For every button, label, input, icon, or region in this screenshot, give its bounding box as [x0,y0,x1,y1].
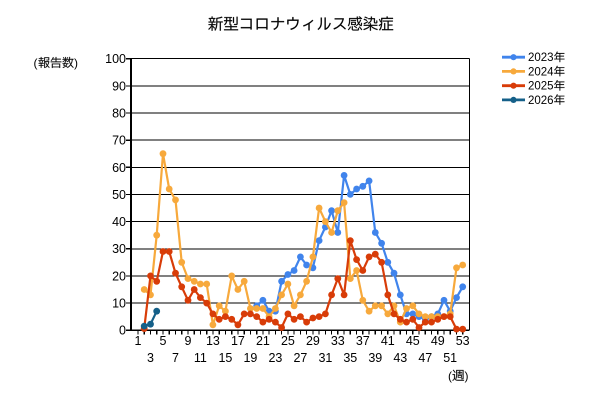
svg-text:(: ( [448,369,452,383]
svg-text:): ) [74,56,78,70]
svg-text:53: 53 [456,334,470,348]
svg-text:37: 37 [356,334,370,348]
svg-text:5: 5 [160,334,167,348]
svg-text:49: 49 [431,334,445,348]
svg-text:0: 0 [119,324,126,338]
svg-text:(: ( [34,56,38,70]
svg-text:3: 3 [147,351,154,365]
svg-text:17: 17 [231,334,245,348]
svg-text:60: 60 [112,161,126,175]
svg-text:29: 29 [306,334,320,348]
svg-text:33: 33 [331,334,345,348]
svg-text:100: 100 [105,52,126,66]
svg-text:20: 20 [112,269,126,283]
svg-text:): ) [465,369,469,383]
svg-text:51: 51 [443,351,457,365]
svg-text:47: 47 [418,351,432,365]
svg-text:7: 7 [172,351,179,365]
svg-text:9: 9 [185,334,192,348]
svg-text:25: 25 [281,334,295,348]
svg-text:39: 39 [368,351,382,365]
svg-text:27: 27 [293,351,307,365]
svg-text:2026: 2026 [528,95,554,107]
svg-text:21: 21 [256,334,270,348]
svg-text:90: 90 [112,79,126,93]
svg-text:30: 30 [112,242,126,256]
svg-text:13: 13 [206,334,220,348]
svg-text:35: 35 [343,351,357,365]
svg-text:1: 1 [135,334,142,348]
svg-text:45: 45 [406,334,420,348]
svg-text:80: 80 [112,107,126,121]
svg-text:43: 43 [393,351,407,365]
svg-text:70: 70 [112,134,126,148]
svg-text:2025: 2025 [528,81,554,93]
svg-text:2024: 2024 [528,66,554,78]
svg-text:10: 10 [112,297,126,311]
svg-text:41: 41 [381,334,395,348]
svg-text:40: 40 [112,215,126,229]
svg-text:2023: 2023 [528,52,554,64]
svg-text:15: 15 [218,351,232,365]
svg-text:31: 31 [318,351,332,365]
svg-text:11: 11 [194,351,207,365]
svg-text:19: 19 [243,351,257,365]
svg-text:50: 50 [112,188,126,202]
svg-text:23: 23 [268,351,282,365]
